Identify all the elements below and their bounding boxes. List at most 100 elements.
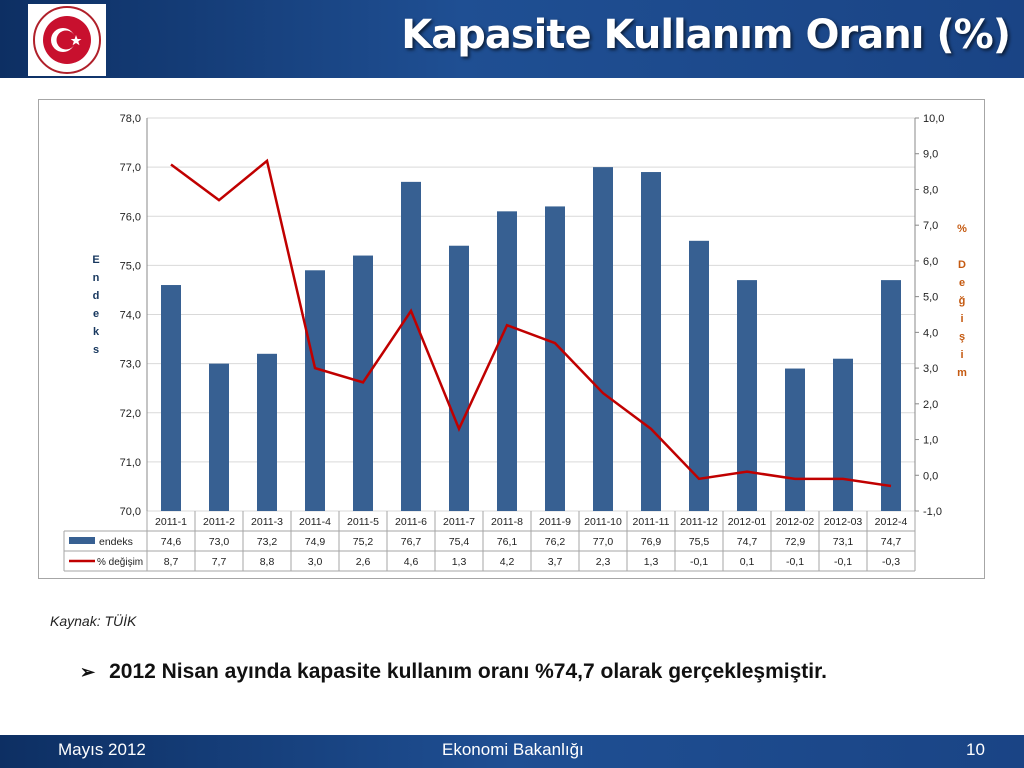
table-cell: 1,3 bbox=[452, 556, 467, 568]
category-label: 2011-9 bbox=[539, 516, 571, 528]
table-cell: -0,1 bbox=[834, 556, 852, 568]
left-tick-label: 72,0 bbox=[120, 408, 141, 420]
left-tick-label: 71,0 bbox=[120, 457, 141, 469]
table-cell: 75,4 bbox=[449, 536, 470, 548]
table-cell: 73,1 bbox=[833, 536, 854, 548]
right-axis-title-letter: e bbox=[959, 277, 965, 289]
category-label: 2011-8 bbox=[491, 516, 523, 528]
table-cell: 74,9 bbox=[305, 536, 326, 548]
table-cell: 2,6 bbox=[356, 556, 371, 568]
right-tick-label: 0,0 bbox=[923, 470, 938, 482]
right-axis-title-letter: ş bbox=[959, 331, 965, 343]
category-label: 2011-6 bbox=[395, 516, 427, 528]
table-cell: 76,2 bbox=[545, 536, 566, 548]
category-label: 2012-03 bbox=[824, 516, 863, 528]
category-label: 2011-5 bbox=[347, 516, 379, 528]
category-label: 2012-4 bbox=[875, 516, 908, 528]
right-tick-label: 5,0 bbox=[923, 292, 938, 304]
table-cell: 74,7 bbox=[881, 536, 902, 548]
page-title: Kapasite Kullanım Oranı (%) bbox=[401, 12, 1011, 58]
bar bbox=[545, 206, 565, 512]
legend-label: % değişim bbox=[97, 557, 143, 568]
table-cell: 76,9 bbox=[641, 536, 662, 548]
bar bbox=[593, 167, 613, 511]
table-cell: 0,1 bbox=[740, 556, 755, 568]
legend-label: endeks bbox=[99, 536, 133, 548]
table-cell: 4,6 bbox=[404, 556, 419, 568]
right-tick-label: -1,0 bbox=[923, 506, 942, 518]
category-label: 2011-1 bbox=[155, 516, 187, 528]
category-label: 2011-11 bbox=[633, 516, 670, 528]
bar bbox=[641, 172, 661, 511]
line-series bbox=[170, 158, 892, 488]
left-tick-label: 78,0 bbox=[120, 113, 141, 125]
bar bbox=[689, 240, 709, 511]
right-tick-label: 7,0 bbox=[923, 220, 938, 232]
chart-container: 70,0 71,0 72,0 73,0 74,0 75,0 76,0 77,0 78,0 -1,0… bbox=[38, 99, 985, 579]
table-cell: -0,1 bbox=[786, 556, 804, 568]
left-axis-title-letter: d bbox=[93, 290, 100, 302]
right-tick-label: 6,0 bbox=[923, 256, 938, 268]
right-tick-label: 4,0 bbox=[923, 327, 938, 339]
table-cell: 73,2 bbox=[257, 536, 278, 548]
bar bbox=[209, 363, 229, 511]
table-cell: 1,3 bbox=[644, 556, 659, 568]
bar bbox=[401, 181, 421, 512]
left-tick-label: 70,0 bbox=[120, 506, 141, 518]
left-axis-title-letter: n bbox=[93, 272, 100, 284]
category-label: 2011-12 bbox=[680, 516, 718, 528]
category-label: 2011-2 bbox=[203, 516, 235, 528]
left-tick-label: 77,0 bbox=[120, 162, 141, 174]
left-tick-label: 74,0 bbox=[120, 310, 141, 322]
left-axis-title-letter: k bbox=[93, 326, 100, 338]
bar bbox=[305, 270, 325, 511]
right-axis-title-letter: m bbox=[957, 367, 967, 379]
table-cell: 73,0 bbox=[209, 536, 230, 548]
category-label: 2011-3 bbox=[251, 516, 283, 528]
right-axis-title-letter: % bbox=[957, 223, 967, 235]
left-axis-title-letter: e bbox=[93, 308, 99, 320]
source-note: Kaynak: TÜİK bbox=[50, 613, 137, 629]
table-cell: 8,8 bbox=[260, 556, 275, 568]
capacity-chart: 70,0 71,0 72,0 73,0 74,0 75,0 76,0 77,0 78,0 -1,0… bbox=[63, 113, 967, 572]
table-cell: 8,7 bbox=[164, 556, 179, 568]
right-tick-label: 1,0 bbox=[923, 435, 938, 447]
table-cell: 7,7 bbox=[212, 556, 227, 568]
table-cell: 76,1 bbox=[497, 536, 518, 548]
category-label: 2012-02 bbox=[776, 516, 815, 528]
right-tick-label: 3,0 bbox=[923, 363, 938, 375]
footer-bar: Mayıs 2012 Ekonomi Bakanlığı 10 bbox=[0, 735, 1024, 768]
footer-ministry: Ekonomi Bakanlığı bbox=[442, 740, 584, 759]
left-axis-title-letter: s bbox=[93, 344, 99, 356]
category-label: 2011-10 bbox=[584, 516, 622, 528]
bullet-point: ➢ 2012 Nisan ayında kapasite kullanım ora… bbox=[80, 660, 827, 684]
left-tick-label: 76,0 bbox=[120, 211, 141, 223]
bar bbox=[257, 353, 277, 511]
category-label: 2011-7 bbox=[443, 516, 475, 528]
bar bbox=[449, 245, 469, 511]
left-tick-label: 75,0 bbox=[120, 260, 141, 272]
table-cell: 77,0 bbox=[593, 536, 614, 548]
table-cell: 72,9 bbox=[785, 536, 806, 548]
ministry-logo bbox=[28, 4, 106, 76]
table-cell: 75,5 bbox=[689, 536, 710, 548]
category-label: 2012-01 bbox=[728, 516, 767, 528]
right-axis-title-letter: D bbox=[958, 259, 966, 271]
bar bbox=[161, 285, 181, 511]
bar bbox=[737, 280, 757, 511]
table-cell: 75,2 bbox=[353, 536, 374, 548]
header-bar: Kapasite Kullanım Oranı (%) bbox=[0, 0, 1024, 78]
right-tick-label: 2,0 bbox=[923, 399, 938, 411]
page-number: 10 bbox=[966, 740, 985, 759]
arrow-bullet-icon: ➢ bbox=[80, 662, 96, 682]
right-tick-label: 9,0 bbox=[923, 149, 938, 161]
table-cell: 3,7 bbox=[548, 556, 563, 568]
bullet-text: 2012 Nisan ayında kapasite kullanım oran… bbox=[109, 660, 827, 683]
right-axis-title-letter: i bbox=[960, 349, 963, 361]
table-cell: 2,3 bbox=[596, 556, 611, 568]
category-label: 2011-4 bbox=[299, 516, 331, 528]
bar bbox=[785, 368, 805, 511]
bar bbox=[881, 280, 901, 511]
table-cell: -0,1 bbox=[690, 556, 708, 568]
table-cell: 4,2 bbox=[500, 556, 515, 568]
